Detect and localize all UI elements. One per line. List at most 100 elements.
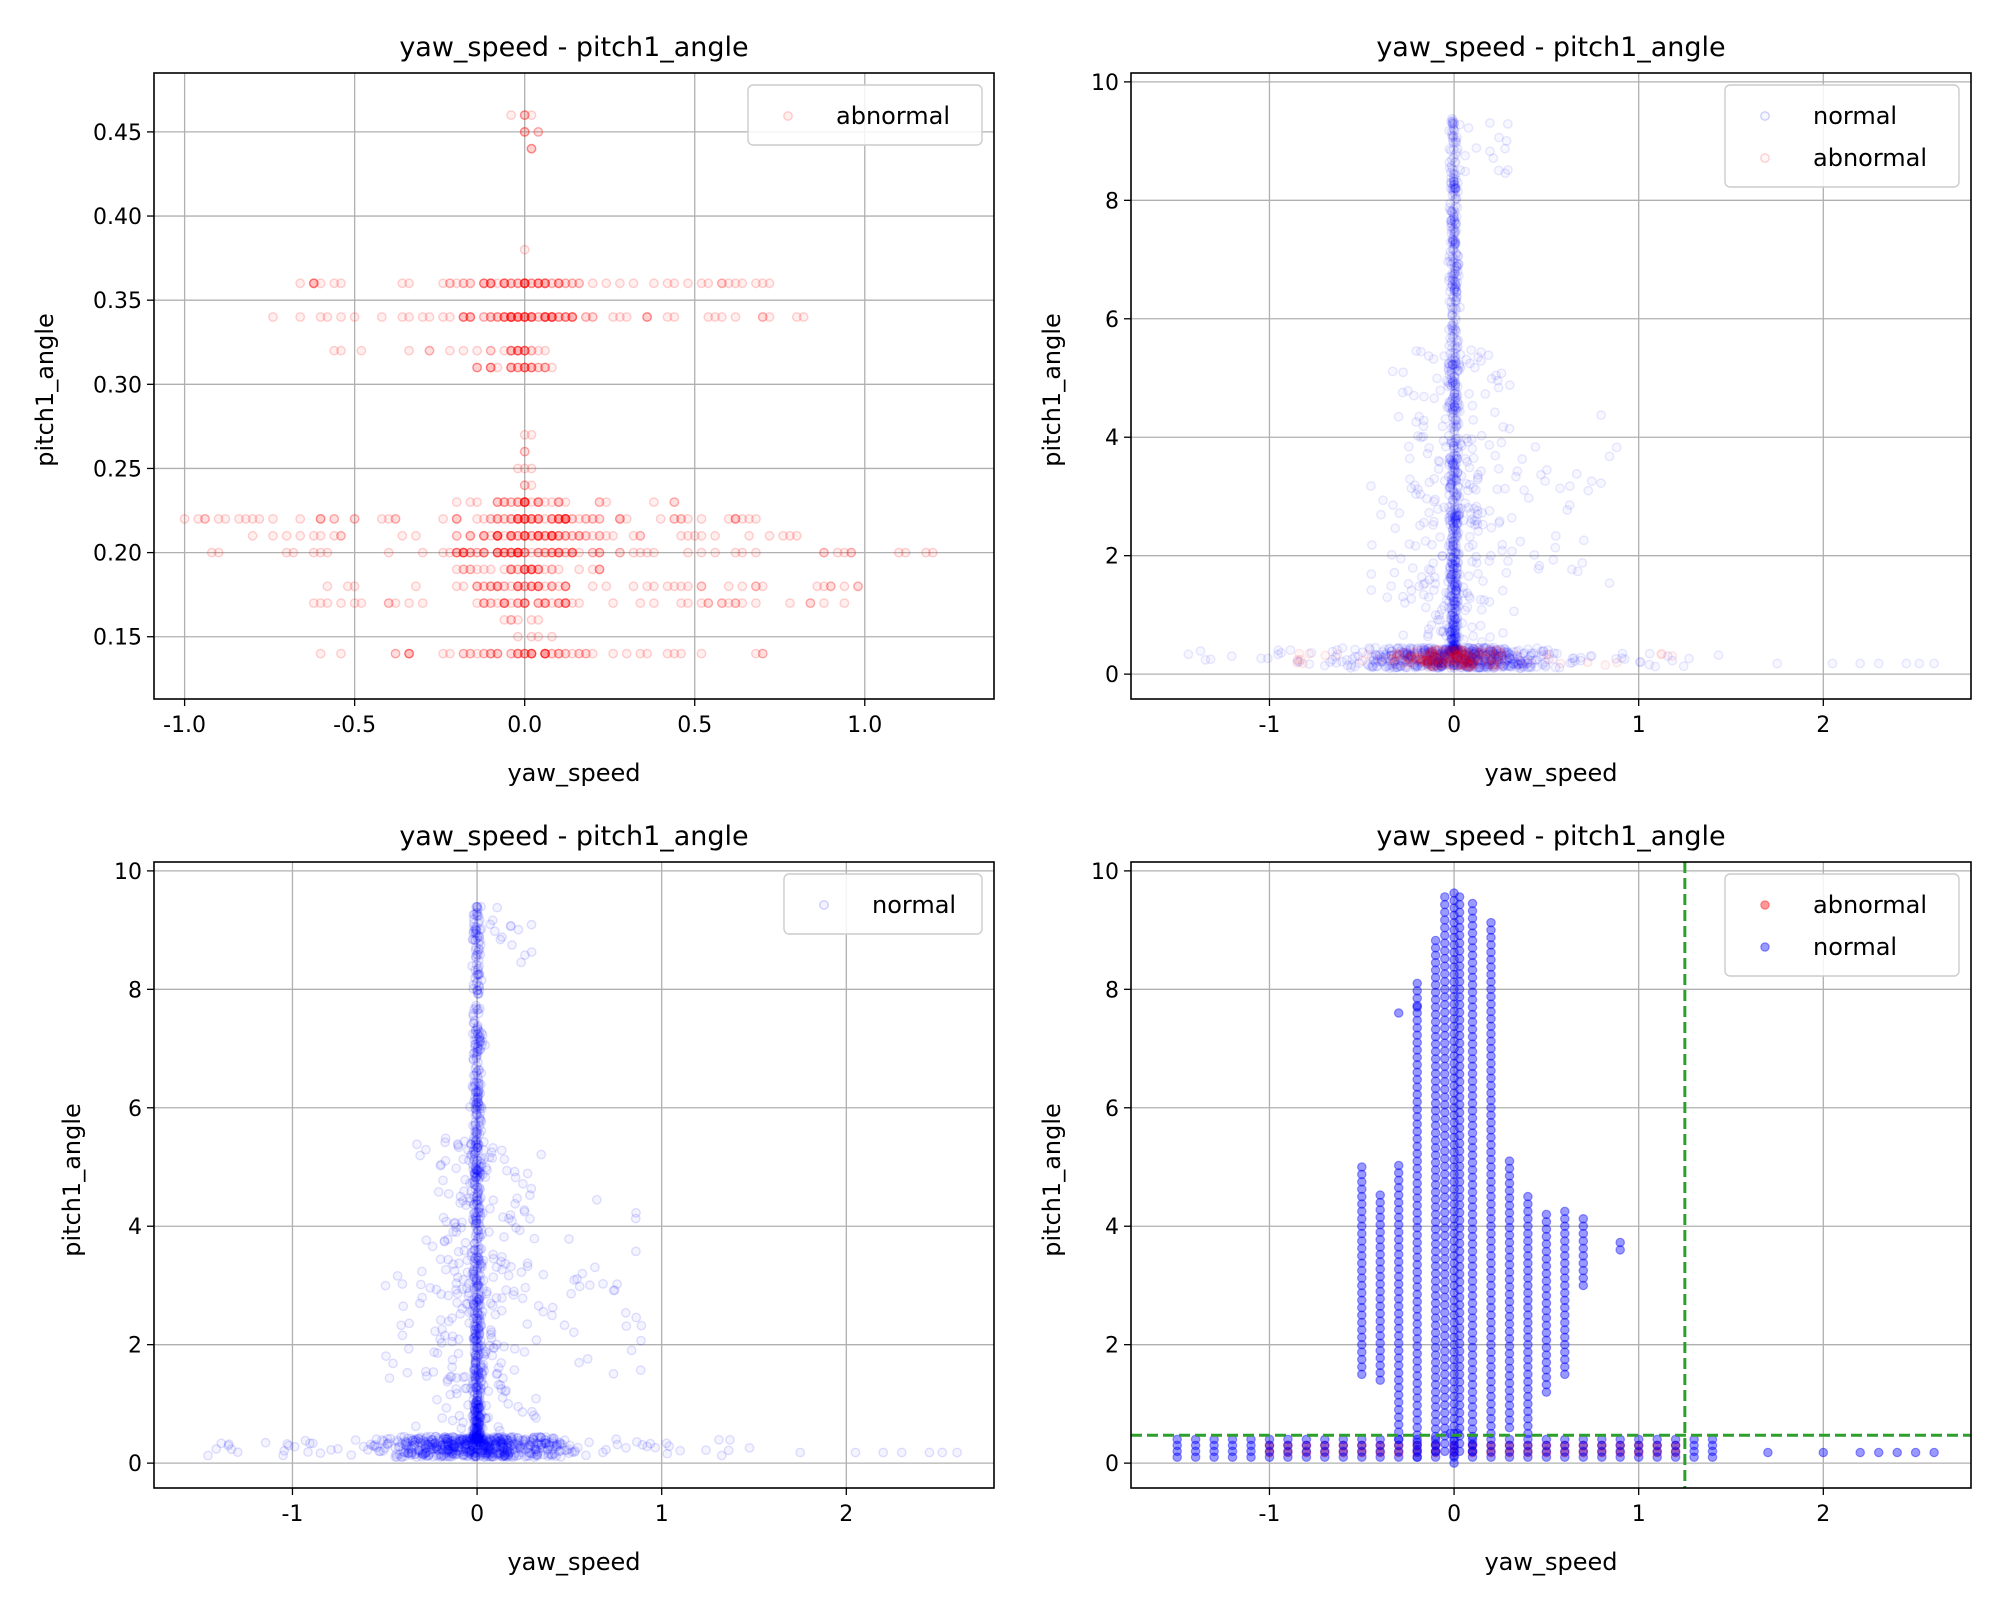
data-point-normal [392,1271,403,1281]
data-point-abnormal [513,497,523,507]
data-point-abnormal [513,564,523,575]
data-point-abnormal [533,615,544,625]
data-point-normal [472,1297,483,1308]
data-point-normal [1437,647,1447,658]
data-point-normal [1447,610,1457,621]
data-point-abnormal [492,648,503,659]
data-point-normal [1422,651,1433,661]
data-point-abnormal [499,497,510,507]
data-point-normal [1504,652,1514,662]
data-point-abnormal [526,514,537,524]
data-point-normal [473,1252,483,1263]
data-point-normal [1475,649,1485,660]
data-point-abnormal [526,278,537,289]
data-point-normal [1494,516,1505,527]
data-point-abnormal [547,312,557,322]
x-axis-label: yaw_speed [507,759,640,787]
data-point-abnormal [547,598,557,608]
data-point-normal [611,1434,622,1445]
data-point-normal [413,1446,424,1456]
data-point-normal [1490,450,1501,461]
data-point-abnormal [410,581,421,592]
data-point-normal [1226,651,1237,662]
data-point-normal [1454,509,1465,520]
data-point-normal [1449,587,1460,598]
data-point-normal [1450,607,1460,618]
data-point-normal [1448,640,1459,651]
y-tick-label: 0.40 [93,205,142,230]
data-point-abnormal [472,362,482,373]
data-point-abnormal [1384,653,1394,664]
data-point-abnormal [506,530,516,541]
data-point-normal [278,1450,288,1461]
data-point-normal [410,1421,421,1432]
data-point-normal [467,934,478,945]
data-point-abnormal [444,278,455,289]
data-point-abnormal [526,143,537,154]
data-point-normal [1565,658,1576,668]
data-point-normal [469,1401,479,1412]
data-point-normal [1450,385,1461,396]
data-point-normal [476,901,486,912]
data-point-abnormal [526,514,537,524]
data-point-normal [472,1142,483,1153]
data-point-abnormal [526,480,537,491]
data-point-normal [1451,645,1462,656]
data-point-normal [1368,661,1379,672]
data-point-normal [1510,656,1520,667]
data-point-normal [1494,132,1504,143]
data-point-abnormal [540,648,550,659]
data-point-abnormal [288,547,299,558]
data-point-abnormal [526,345,537,356]
data-point-normal [493,1432,504,1443]
data-point-normal [471,1399,482,1410]
data-point-normal [1448,380,1459,391]
data-point-normal [1429,572,1440,583]
data-point-normal [456,1444,467,1455]
data-point-normal [496,1256,506,1267]
data-point-normal [1497,545,1508,556]
data-point-normal [518,1435,529,1446]
data-point-normal [1452,366,1463,377]
data-point-abnormal [533,598,544,608]
data-point-normal [497,1447,508,1457]
data-point-normal [424,1437,435,1448]
data-point-normal [1474,648,1484,659]
data-point-abnormal [737,278,748,289]
data-point-normal [1444,275,1454,286]
data-point-normal [451,1163,462,1174]
data-point-normal [481,1442,492,1453]
data-point-normal [490,1434,500,1445]
data-point-normal [1446,320,1457,331]
data-point-abnormal [513,514,523,524]
data-point-normal [1422,448,1433,459]
data-point-normal [1433,504,1443,514]
data-point-normal [461,1436,472,1446]
data-point-normal [469,1244,480,1255]
data-point-normal [370,1439,380,1450]
data-point-normal [1448,174,1459,184]
data-point-normal [1448,608,1458,619]
data-point-normal [419,1436,430,1447]
data-point-abnormal [730,278,741,289]
data-point-normal [1404,453,1415,464]
data-point-normal [451,1222,461,1233]
data-point-abnormal [567,312,578,322]
data-point-normal [481,1400,492,1411]
data-point-normal [1447,570,1458,580]
data-point-normal [1450,283,1461,294]
data-point-normal [1450,657,1461,668]
data-point-normal [1449,598,1460,609]
data-point-normal [1447,524,1458,534]
data-point-normal [1491,654,1502,665]
data-point-normal [1439,660,1450,670]
data-point-normal [1445,562,1456,572]
data-point-normal [1443,576,1453,587]
data-point-abnormal [1456,647,1467,657]
data-point-normal [548,1433,559,1444]
data-point-normal [461,1444,471,1455]
data-point-normal [1505,661,1515,671]
data-point-normal [1403,652,1414,663]
data-point-abnormal [798,312,809,322]
data-point-normal [1564,500,1575,510]
